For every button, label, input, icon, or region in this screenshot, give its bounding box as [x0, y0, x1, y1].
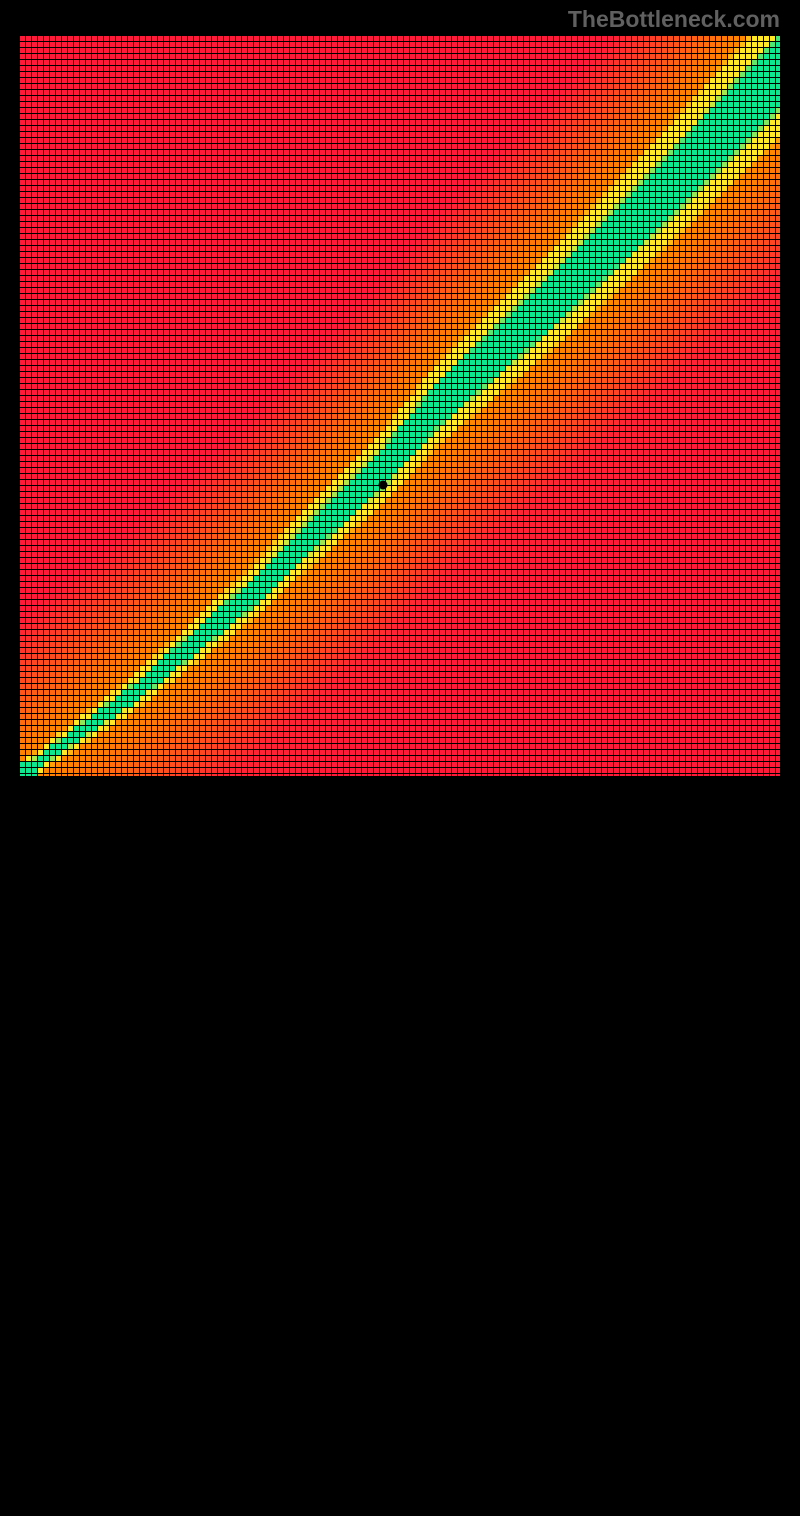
crosshair-marker: [379, 481, 388, 490]
crosshair-vertical: [383, 776, 384, 1516]
watermark-text: TheBottleneck.com: [568, 6, 780, 33]
heatmap-canvas: [20, 36, 780, 776]
crosshair-horizontal: [20, 485, 780, 486]
plot-area: [20, 36, 780, 776]
chart-container: TheBottleneck.com: [0, 0, 800, 800]
